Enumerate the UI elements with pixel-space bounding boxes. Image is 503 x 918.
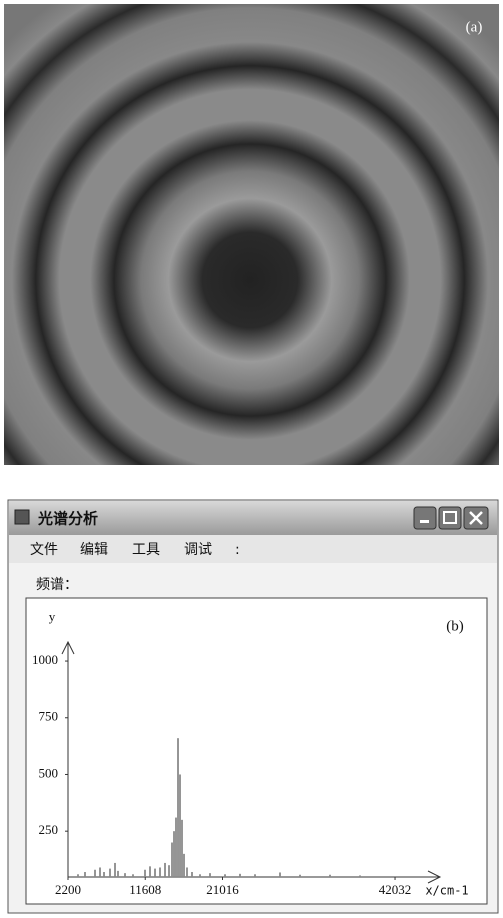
plot-frame (26, 598, 487, 904)
spectrum-bar (154, 869, 156, 877)
spectrum-bar (77, 874, 79, 877)
spectrum-bar (124, 873, 126, 877)
spectrum-bar (173, 831, 175, 877)
spectrum-bar (299, 875, 301, 877)
spectrum-bar (159, 867, 161, 877)
x-tick-label: 2200 (55, 882, 81, 897)
spectrum-bar (239, 874, 241, 877)
close-button[interactable] (464, 507, 488, 529)
x-tick-label: 11608 (129, 882, 161, 897)
spectrum-bar (199, 874, 201, 877)
window-title: 光谱分析 (37, 510, 98, 528)
spectrum-bar (279, 872, 281, 877)
spectrum-bar (144, 870, 146, 877)
x-axis-label: x/cm-1 (425, 884, 468, 898)
spectrum-bar (224, 874, 226, 877)
spectrum-bar (186, 867, 188, 877)
spectrum-bar (149, 866, 151, 877)
spectrum-bar (103, 872, 105, 877)
menu-item[interactable]: : (235, 542, 240, 558)
x-tick-label: 42032 (379, 882, 412, 897)
spectrum-bar (329, 875, 331, 877)
menu-item[interactable]: 文件 (30, 542, 58, 558)
menu-item[interactable]: 工具 (132, 542, 160, 558)
spectrum-bar (359, 875, 361, 877)
section-label: 频谱： (36, 577, 78, 593)
menu-item[interactable]: 编辑 (80, 542, 108, 558)
menu-item[interactable]: 调试 (184, 542, 212, 558)
spectrum-bar (84, 872, 86, 877)
y-tick-label: 250 (39, 822, 59, 837)
spectrum-bar (171, 843, 173, 877)
spectrum-bar (177, 738, 179, 877)
figure: (a) 光谱分析 文件 编辑 工具 调试: 频谱： y x/cm-1 (b) 250 500 7… (0, 0, 503, 914)
spectrum-bar (132, 874, 134, 877)
spectrum-bar (99, 867, 101, 877)
spectrum-bar (191, 872, 193, 877)
spectrum-bar (175, 818, 177, 877)
spectrum-bar (254, 874, 256, 877)
spectrum-bar (117, 871, 119, 877)
y-tick-label: 750 (39, 709, 59, 724)
panel-label: (b) (446, 618, 464, 634)
spectrum-bar (179, 774, 181, 877)
spectrum-bar (209, 873, 211, 877)
spectrum-bar (181, 820, 183, 877)
y-tick-label: 1000 (32, 652, 58, 667)
app-icon (15, 510, 29, 524)
spectrum-bar (183, 854, 185, 877)
x-tick-label: 21016 (206, 882, 239, 897)
panel-label: (a) (466, 19, 483, 35)
spectrum-bar (114, 863, 116, 877)
y-tick-label: 500 (39, 765, 59, 780)
min-button[interactable] (414, 507, 436, 529)
spectrum-bar (164, 863, 166, 877)
page: (a) 光谱分析 文件 编辑 工具 调试: 频谱： y x/cm-1 (b) 250 500 7… (0, 0, 503, 914)
y-axis-label: y (49, 609, 56, 624)
max-button[interactable] (439, 507, 461, 529)
spectrum-bar (94, 870, 96, 877)
spectrum-bar (168, 865, 170, 877)
spectrum-bar (109, 869, 111, 877)
speckle-image (4, 4, 499, 465)
